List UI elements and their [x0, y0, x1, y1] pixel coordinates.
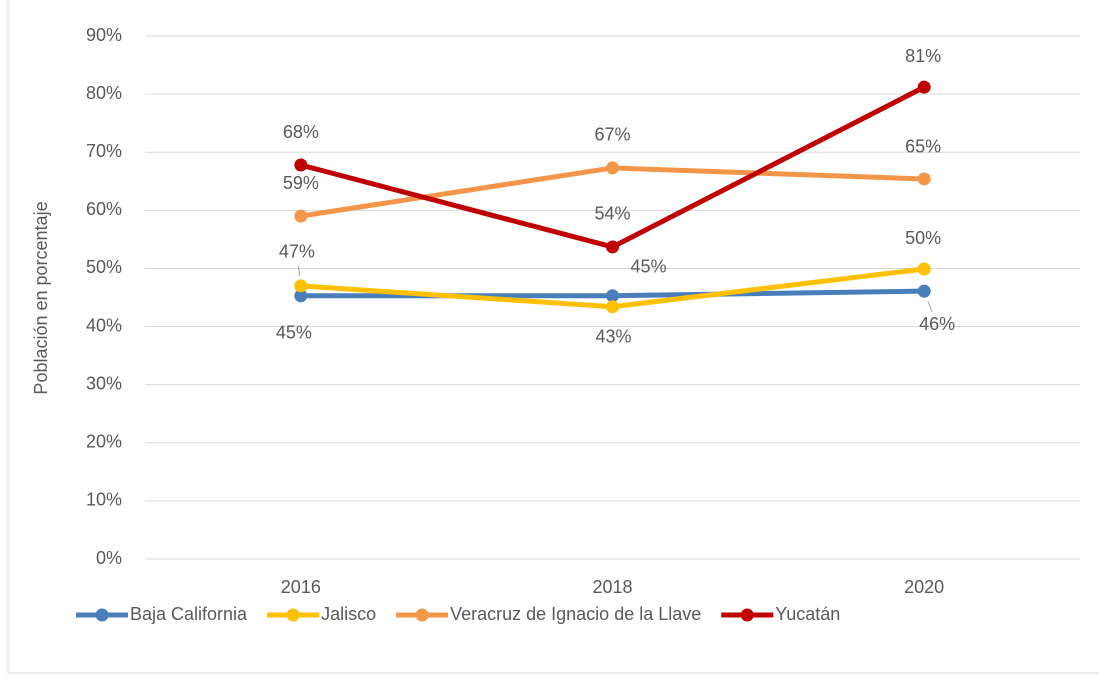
legend-marker	[415, 608, 429, 622]
series-marker	[917, 172, 931, 186]
data-label: 81%	[905, 46, 941, 66]
legend-label: Baja California	[130, 604, 248, 624]
series-marker	[917, 262, 931, 276]
data-label: 50%	[905, 228, 941, 248]
legend-marker	[95, 608, 109, 622]
legend-label: Yucatán	[775, 604, 840, 624]
legend-marker	[286, 608, 300, 622]
y-tick-label: 40%	[86, 315, 122, 335]
series-marker	[294, 289, 308, 303]
data-label: 65%	[905, 137, 941, 157]
data-label: 47%	[279, 242, 315, 262]
series-marker	[294, 158, 308, 172]
series-marker	[917, 284, 931, 298]
series-marker	[917, 80, 931, 94]
y-tick-label: 30%	[86, 373, 122, 393]
y-tick-label: 70%	[86, 141, 122, 161]
y-tick-label: 10%	[86, 490, 122, 510]
chart-frame	[7, 0, 1099, 674]
y-tick-label: 20%	[86, 432, 122, 452]
legend-label: Jalisco	[321, 604, 376, 624]
data-label: 54%	[594, 204, 630, 224]
series-marker	[606, 289, 619, 303]
legend-label: Veracruz de Ignacio de la Llave	[450, 604, 701, 624]
leader-line	[297, 266, 301, 277]
y-tick-label: 50%	[86, 257, 122, 277]
data-label: 45%	[630, 257, 666, 277]
series-marker	[606, 300, 619, 314]
data-label: 68%	[283, 122, 319, 142]
series-marker	[606, 161, 619, 175]
y-tick-label: 80%	[86, 83, 122, 103]
x-tick-label: 2020	[904, 577, 944, 597]
data-label: 45%	[276, 323, 312, 343]
leader-line	[927, 301, 933, 312]
series-marker	[294, 279, 308, 293]
data-label: 59%	[283, 173, 319, 193]
x-tick-label: 2016	[281, 577, 321, 597]
data-label: 43%	[595, 327, 631, 347]
legend-marker	[740, 608, 754, 622]
y-axis-label: Población en porcentaje	[31, 201, 51, 394]
y-tick-label: 60%	[86, 199, 122, 219]
y-tick-label: 0%	[96, 548, 122, 568]
x-tick-label: 2018	[592, 577, 632, 597]
series-marker	[606, 240, 619, 254]
y-tick-label: 90%	[86, 25, 122, 45]
data-label: 46%	[919, 314, 955, 334]
series-marker	[294, 209, 308, 223]
data-label: 67%	[594, 125, 630, 145]
